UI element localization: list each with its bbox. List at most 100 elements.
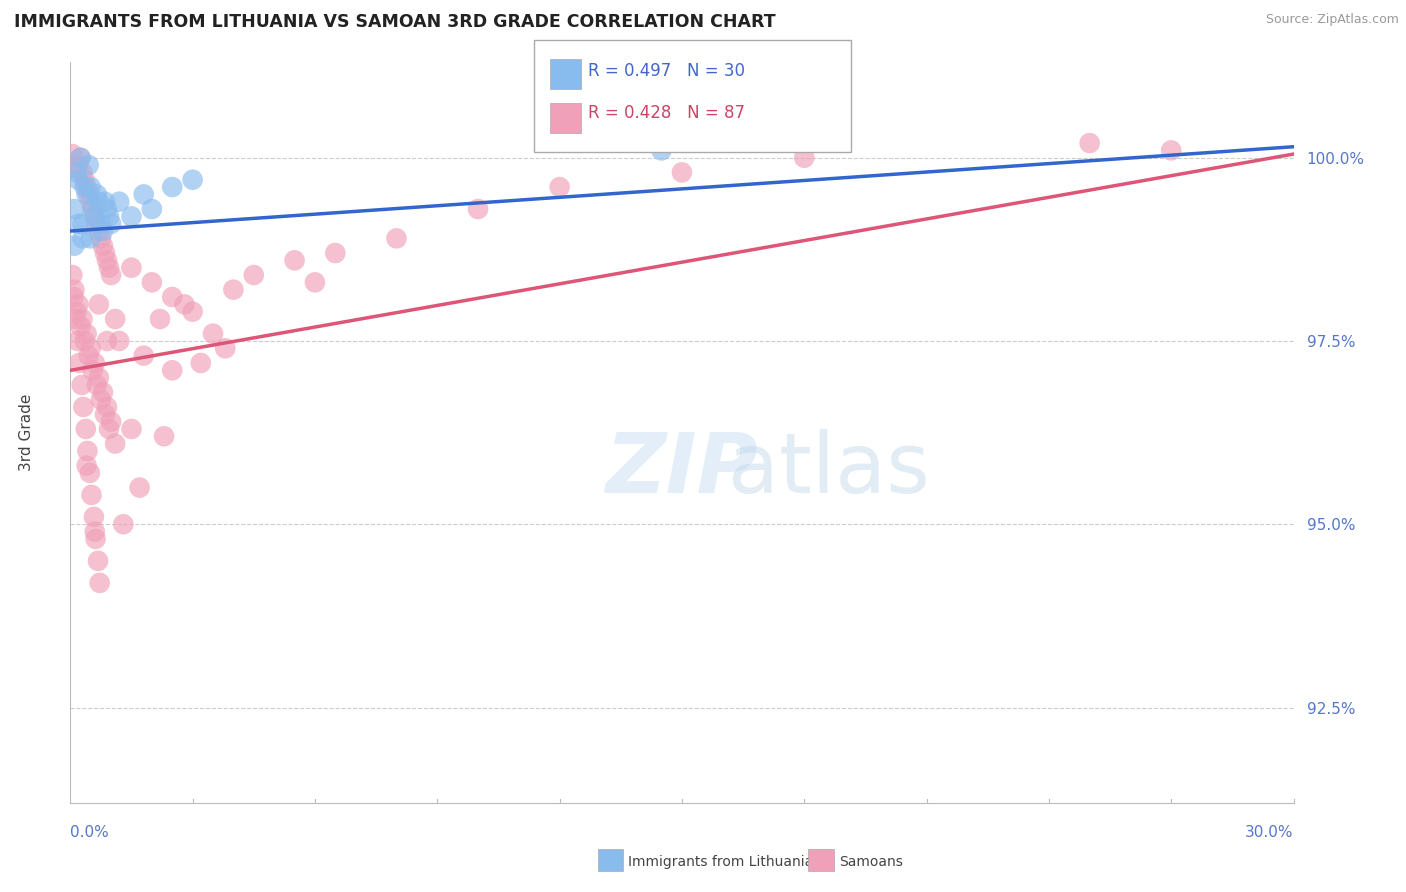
Point [153, 429, 176, 443]
Point [89, 575, 111, 590]
Point [63, 238, 86, 252]
Point [98, 260, 121, 275]
Point [91, 385, 114, 400]
Point [87, 297, 110, 311]
Point [243, 268, 266, 282]
Text: 0.0%: 0.0% [70, 825, 110, 839]
Point [76, 180, 98, 194]
Point [141, 202, 163, 216]
Point [63, 312, 86, 326]
Point [60, 147, 83, 161]
Text: Samoans: Samoans [839, 855, 903, 869]
Point [63, 202, 86, 216]
Point [181, 304, 204, 318]
Point [82, 202, 104, 216]
Point [76, 458, 98, 473]
Point [671, 165, 693, 179]
Point [72, 165, 94, 179]
Point [173, 297, 195, 311]
Point [1078, 136, 1101, 150]
Point [1160, 144, 1182, 158]
Point [67, 158, 90, 172]
Point [69, 319, 91, 334]
Point [162, 290, 183, 304]
Point [63, 158, 86, 172]
Point [548, 180, 571, 194]
Text: R = 0.428   N = 87: R = 0.428 N = 87 [588, 104, 745, 122]
Point [121, 210, 143, 224]
Point [63, 283, 86, 297]
Point [284, 253, 307, 268]
Point [104, 436, 127, 450]
Point [467, 202, 489, 216]
Point [67, 217, 90, 231]
Point [112, 517, 135, 532]
Point [83, 210, 105, 224]
Point [96, 253, 118, 268]
Point [128, 481, 150, 495]
Point [91, 238, 114, 252]
Point [73, 172, 96, 186]
Point [650, 144, 672, 158]
Text: 30.0%: 30.0% [1246, 825, 1294, 839]
Point [121, 422, 143, 436]
Point [87, 224, 110, 238]
Point [86, 217, 108, 231]
Point [79, 180, 103, 194]
Point [94, 194, 117, 209]
Point [385, 231, 408, 245]
Point [141, 276, 163, 290]
Point [121, 260, 143, 275]
Text: atlas: atlas [728, 429, 929, 510]
Text: 3rd Grade: 3rd Grade [18, 394, 34, 471]
Point [72, 400, 94, 414]
Point [91, 224, 114, 238]
Point [87, 554, 110, 568]
Point [77, 187, 100, 202]
Point [181, 172, 204, 186]
Point [149, 312, 172, 326]
Point [132, 349, 155, 363]
Point [67, 297, 90, 311]
Point [86, 187, 108, 202]
Point [72, 312, 94, 326]
Point [190, 356, 212, 370]
Point [100, 268, 122, 282]
Point [793, 151, 815, 165]
Point [98, 422, 121, 436]
Point [162, 363, 183, 377]
Point [73, 180, 96, 194]
Point [79, 341, 103, 355]
Text: IMMIGRANTS FROM LITHUANIA VS SAMOAN 3RD GRADE CORRELATION CHART: IMMIGRANTS FROM LITHUANIA VS SAMOAN 3RD … [14, 13, 776, 31]
Point [76, 444, 98, 458]
Point [83, 510, 105, 524]
Point [84, 532, 107, 546]
Point [104, 312, 127, 326]
Point [222, 283, 245, 297]
Text: ZIP: ZIP [606, 429, 758, 510]
Point [76, 187, 98, 202]
Point [73, 334, 96, 348]
Point [90, 217, 112, 231]
Point [214, 341, 236, 355]
Point [82, 363, 104, 377]
Point [79, 466, 101, 480]
Point [65, 304, 87, 318]
Point [77, 158, 100, 172]
Point [82, 202, 104, 216]
Point [108, 334, 131, 348]
Point [202, 326, 225, 341]
Point [323, 246, 347, 260]
Point [62, 290, 84, 304]
Point [69, 151, 91, 165]
Point [79, 194, 103, 209]
Point [98, 210, 121, 224]
Point [77, 349, 100, 363]
Point [90, 231, 112, 245]
Point [67, 172, 90, 186]
Point [100, 217, 122, 231]
Point [96, 334, 118, 348]
Point [94, 246, 117, 260]
Point [83, 356, 105, 370]
Point [69, 151, 91, 165]
